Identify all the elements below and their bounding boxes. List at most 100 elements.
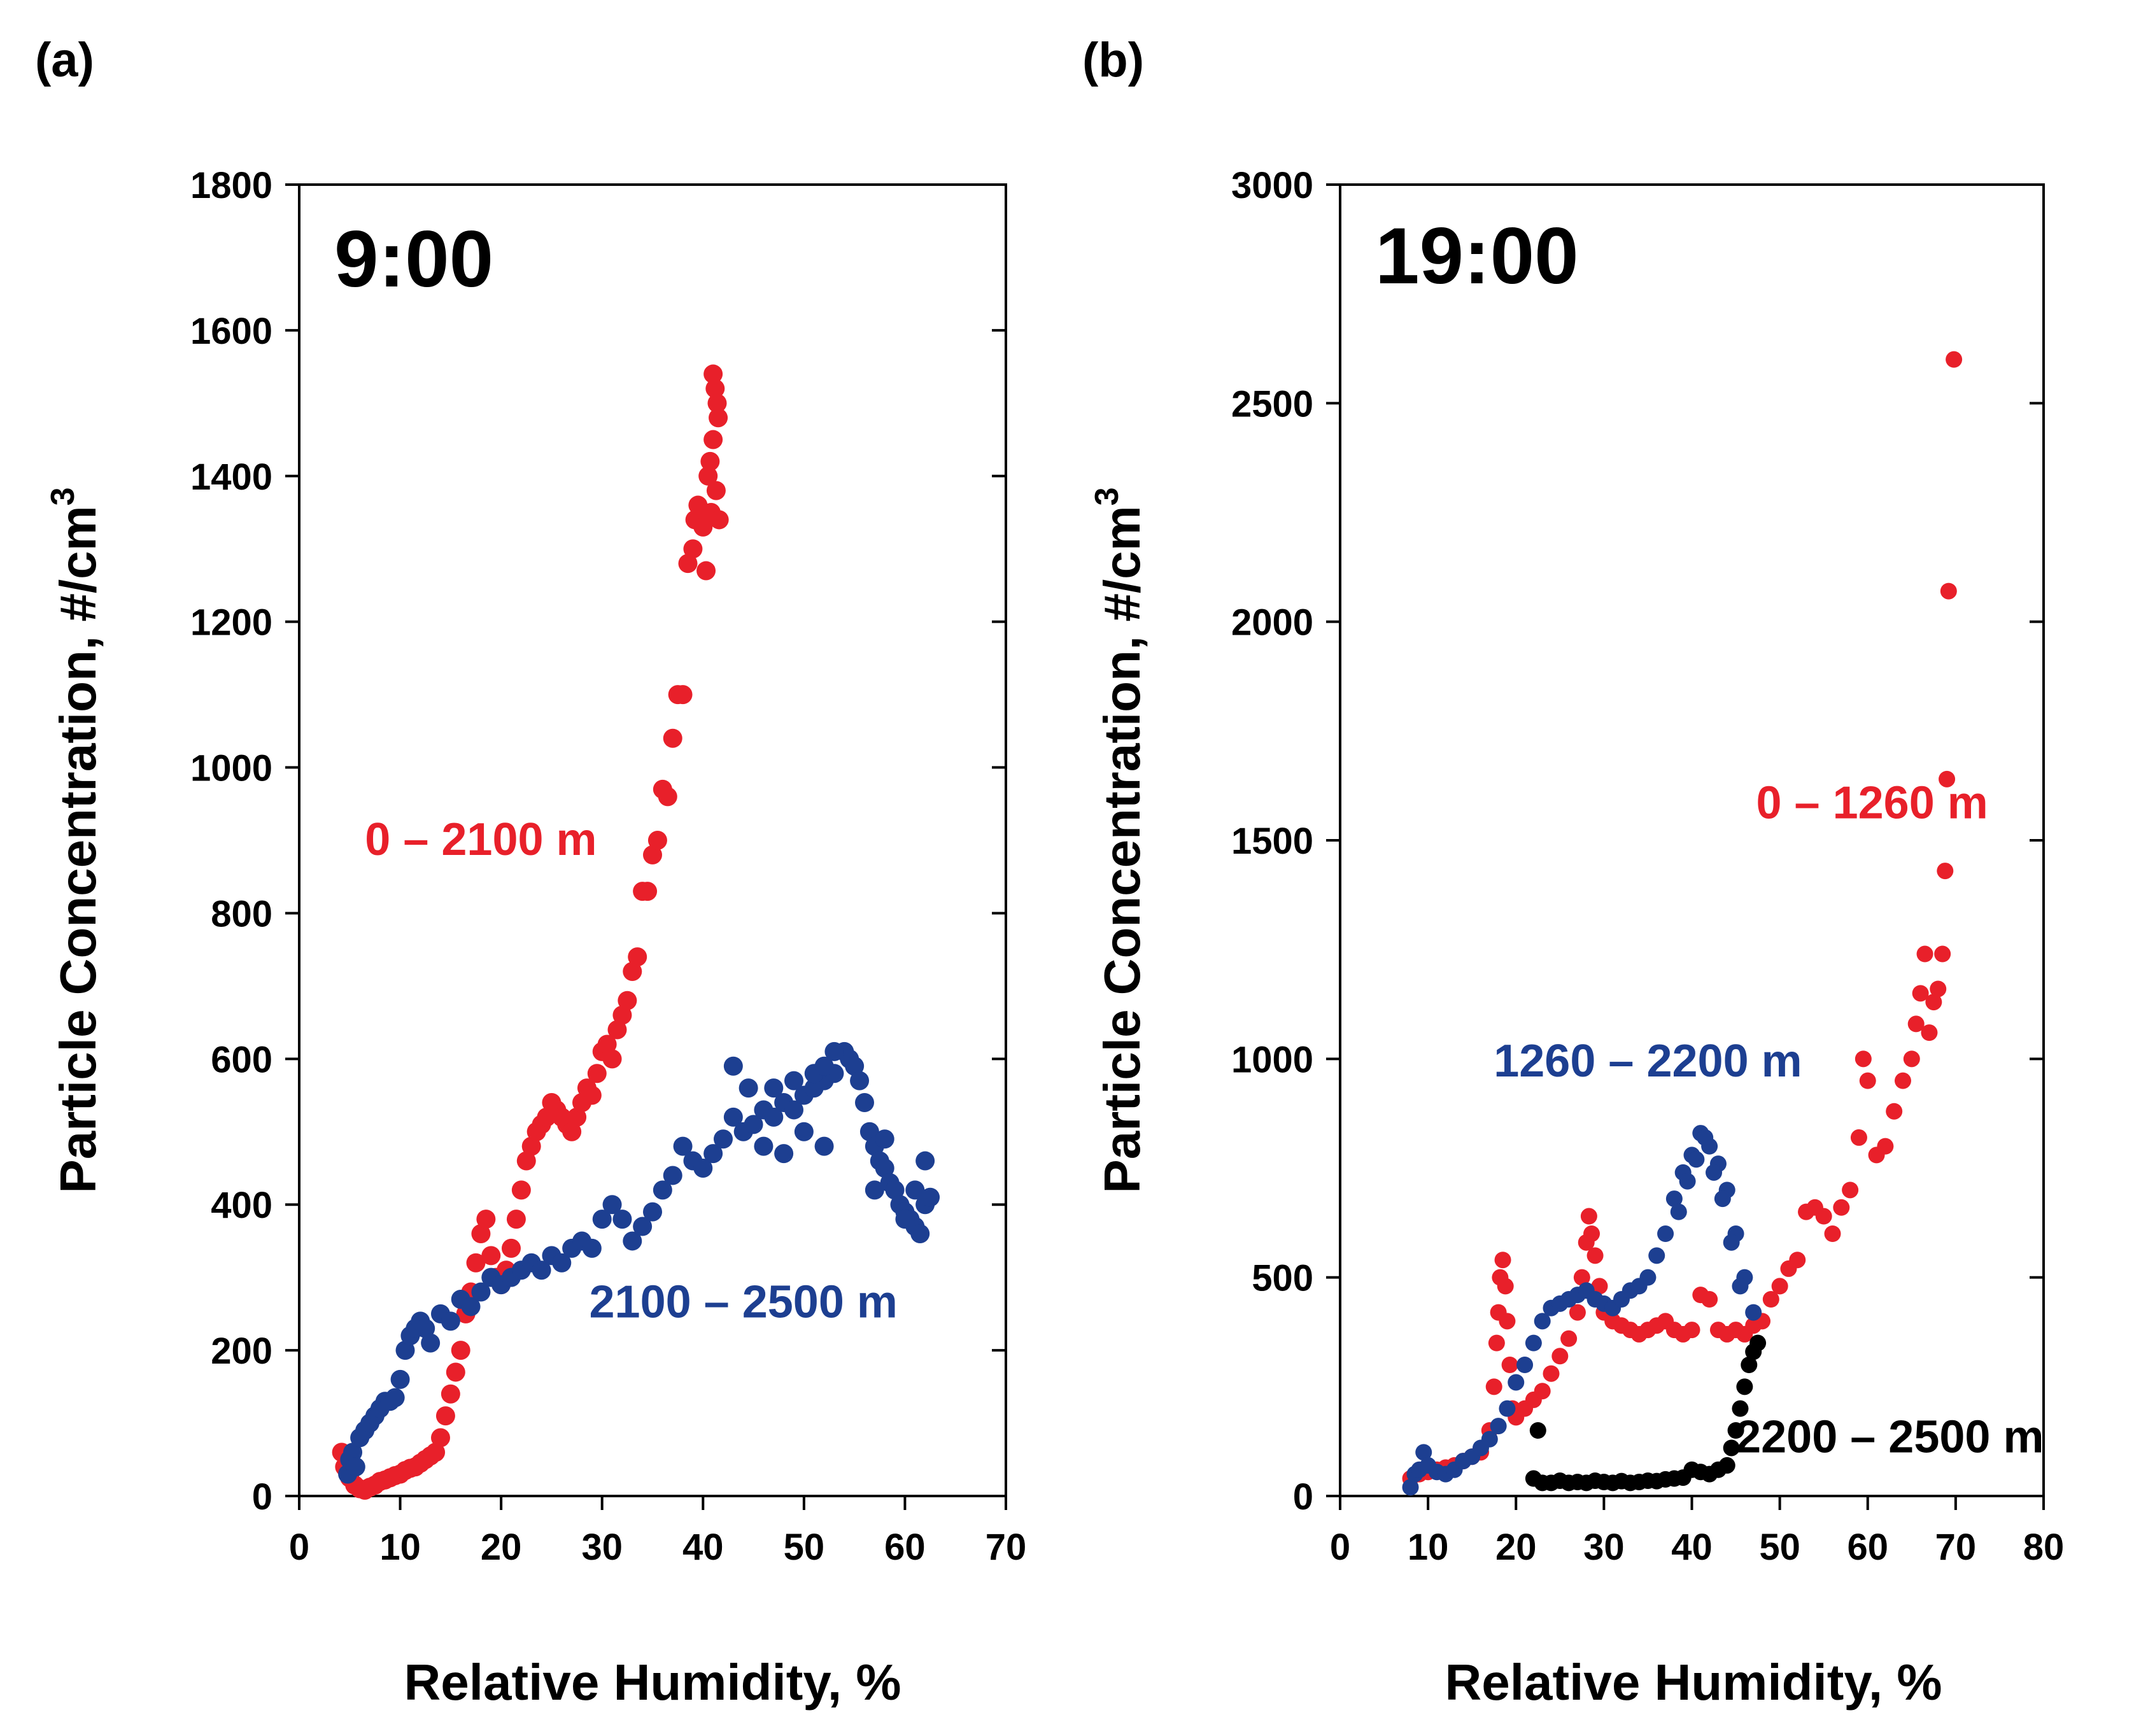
data-point-series-1 [774, 1144, 794, 1164]
data-point-series-1 [461, 1297, 481, 1316]
data-point-series-0 [431, 1428, 450, 1448]
data-point-series-0 [628, 947, 647, 967]
data-point-series-0 [1560, 1330, 1578, 1347]
y-axis-label-superscript: 3 [1089, 487, 1126, 505]
data-point-series-0 [1499, 1313, 1516, 1330]
y-axis-label: Particle Concentration, #/cm3 [45, 487, 106, 1193]
y-tick-label: 1200 [190, 602, 272, 644]
data-point-series-0 [1543, 1365, 1560, 1382]
data-point-series-0 [567, 1107, 587, 1127]
data-point-series-0 [1833, 1199, 1850, 1216]
data-point-series-1 [643, 1202, 662, 1222]
data-point-series-0 [663, 728, 682, 748]
data-point-series-0 [693, 517, 713, 537]
data-point-series-0 [1586, 1247, 1604, 1264]
data-point-series-1 [910, 1224, 930, 1243]
data-point-series-1 [1657, 1225, 1674, 1242]
y-tick-label: 3000 [1231, 165, 1313, 206]
x-tick-label: 70 [1935, 1527, 1977, 1568]
data-point-series-1 [663, 1166, 682, 1185]
data-point-series-1 [592, 1210, 612, 1229]
x-tick-label: 20 [1495, 1527, 1537, 1568]
data-point-series-1 [1714, 1190, 1731, 1208]
panel-label: (b) [1082, 33, 1144, 87]
data-point-series-0 [466, 1253, 486, 1273]
data-point-series-1 [1688, 1151, 1705, 1168]
data-point-series-1 [905, 1180, 925, 1200]
data-point-series-0 [709, 408, 728, 428]
y-tick-label: 400 [211, 1185, 272, 1226]
y-tick-label: 800 [211, 893, 272, 935]
data-point-series-0 [516, 1151, 536, 1171]
data-point-series-1 [623, 1231, 642, 1251]
data-point-series-1 [824, 1041, 844, 1061]
y-tick-label: 1400 [190, 456, 272, 498]
data-point-series-1 [385, 1388, 405, 1408]
data-point-series-2 [1732, 1400, 1749, 1417]
data-point-series-2 [1736, 1378, 1753, 1395]
data-point-series-1 [395, 1341, 415, 1360]
data-point-series-0 [1583, 1225, 1600, 1242]
data-point-series-0 [1855, 1050, 1872, 1068]
data-point-series-0 [705, 379, 725, 399]
data-point-series-1 [1525, 1334, 1542, 1351]
data-point-series-1 [1648, 1247, 1665, 1264]
series-annotation: 0 – 2100 m [365, 814, 597, 865]
x-axis-label: Relative Humidity, % [1445, 1654, 1942, 1711]
y-tick-label: 1500 [1231, 821, 1313, 862]
x-ticks: 0 10 20 30 40 50 60 70 [289, 1496, 1026, 1568]
y-axis-label: Particle Concentration, #/cm3 [1089, 487, 1150, 1193]
data-point-series-0 [435, 1406, 455, 1426]
data-points [332, 364, 940, 1500]
data-point-series-1 [895, 1210, 915, 1229]
panel-a: (a) 9:00 Relative Humidity, % Particle C… [35, 33, 1026, 1711]
data-point-series-0 [587, 1064, 607, 1083]
y-tick-label: 500 [1252, 1258, 1313, 1299]
panel-b: (b) 19:00 Relative Humidity, % Particle … [1082, 33, 2064, 1711]
y-tick-label: 1000 [1231, 1039, 1313, 1080]
data-point-series-1 [582, 1238, 602, 1258]
data-point-series-0 [562, 1122, 582, 1141]
data-point-series-1 [814, 1136, 834, 1156]
x-tick-label: 30 [1583, 1527, 1625, 1568]
data-point-series-1 [1490, 1418, 1507, 1435]
y-tick-label: 1600 [190, 311, 272, 352]
data-point-series-0 [1895, 1072, 1911, 1089]
data-point-series-1 [346, 1457, 365, 1477]
data-point-series-1 [673, 1136, 693, 1156]
data-point-series-1 [633, 1217, 653, 1236]
data-point-series-1 [784, 1100, 803, 1120]
x-tick-label: 40 [682, 1527, 724, 1568]
data-point-series-2 [1727, 1422, 1744, 1439]
data-point-series-1 [875, 1129, 894, 1149]
data-point-series-1 [764, 1078, 784, 1098]
data-point-series-2 [1529, 1422, 1546, 1439]
y-tick-label: 0 [1293, 1476, 1313, 1518]
data-point-series-0 [678, 554, 698, 574]
data-point-series-0 [1580, 1208, 1597, 1225]
data-point-series-1 [754, 1136, 774, 1156]
data-point-series-1 [1639, 1269, 1657, 1286]
data-point-series-1 [441, 1311, 460, 1331]
data-point-series-0 [1551, 1348, 1569, 1365]
data-point-series-0 [703, 364, 723, 384]
data-point-series-1 [764, 1107, 784, 1127]
data-point-series-0 [1534, 1383, 1551, 1400]
data-point-series-1 [1534, 1313, 1551, 1330]
data-point-series-0 [612, 1005, 632, 1025]
data-point-series-0 [451, 1341, 470, 1360]
data-point-series-0 [1501, 1357, 1518, 1373]
data-point-series-1 [552, 1253, 572, 1273]
y-tick-label: 1000 [190, 748, 272, 789]
data-point-series-0 [696, 561, 716, 581]
x-tick-label: 0 [1330, 1527, 1350, 1568]
data-point-series-0 [1497, 1278, 1514, 1295]
data-point-series-0 [643, 845, 662, 864]
data-point-series-0 [582, 1085, 602, 1105]
data-point-series-0 [1921, 1024, 1938, 1041]
data-point-series-0 [1925, 994, 1942, 1011]
x-ticks: 0 10 20 30 40 50 60 70 80 [1330, 1496, 2064, 1568]
y-axis-label-superscript: 3 [45, 487, 81, 505]
series-annotation: 2200 – 2500 m [1735, 1411, 2044, 1462]
y-tick-label: 1800 [190, 165, 272, 206]
